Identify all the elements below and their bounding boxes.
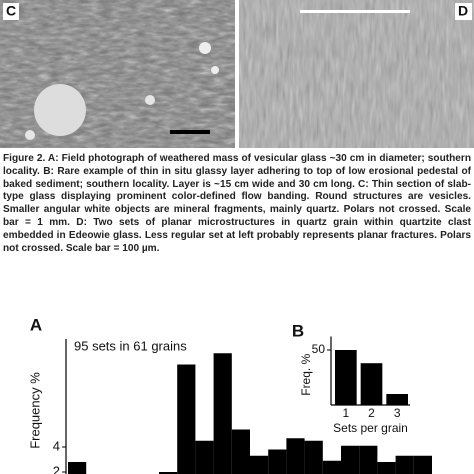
bar [250,455,269,474]
y-tick-label: 4 [53,438,60,453]
bar [377,462,396,474]
bar [286,438,305,474]
x-axis-label: Sets per grain [333,421,408,435]
bar [341,445,360,474]
bar [335,350,357,405]
bar [231,429,250,474]
panel-label: C [6,3,16,19]
bar [322,460,341,474]
bar [304,440,323,474]
figure-caption: Figure 2. A: Field photograph of weather… [3,153,471,254]
bar [386,394,408,405]
panel-label: A [30,315,42,334]
bar [195,440,214,474]
bar [268,449,287,474]
y-tick-label: 2 [53,463,60,474]
bar [359,445,378,474]
bar [395,455,414,474]
x-tick-label: 3 [394,406,401,420]
y-axis-label: Frequency % [27,372,42,449]
annotation: 95 sets in 61 grains [74,338,187,353]
photo-c: C [0,0,235,148]
bar [213,353,232,474]
bar [177,364,196,474]
panel-label: B [292,321,304,340]
photo-d: D [239,0,474,148]
y-tick-label: 50 [312,342,326,356]
bar [413,455,432,474]
bar [360,363,383,405]
y-axis-label: Freq. % [299,353,313,395]
bar [68,462,87,474]
bar [159,472,178,474]
x-tick-label: 1 [342,406,349,420]
panel-label: D [458,3,468,19]
x-tick-label: 2 [368,406,375,420]
